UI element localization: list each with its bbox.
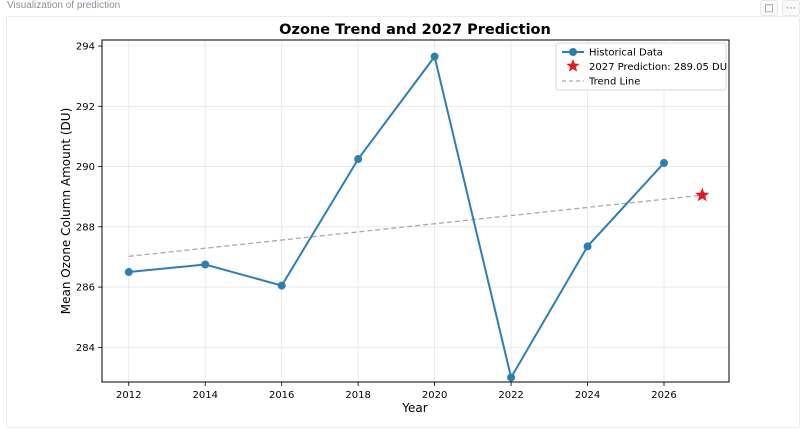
tick-label-x-2018: 2018 [345, 390, 370, 401]
legend-historical-label: Historical Data [589, 48, 663, 59]
trend-line [128, 194, 703, 257]
historical-point-2014 [201, 260, 210, 269]
tick-label-y-284: 284 [76, 343, 95, 354]
tick-label-x-2016: 2016 [269, 390, 294, 401]
tick-label-x-2012: 2012 [116, 390, 141, 401]
y-axis-label: Mean Ozone Column Amount (DU) [59, 108, 73, 315]
historical-point-2026 [660, 158, 669, 167]
historical-point-2016 [277, 281, 286, 290]
grid [102, 40, 729, 382]
plot-area [101, 39, 730, 383]
x-axis-label: Year [401, 401, 427, 415]
tick-label-y-292: 292 [76, 102, 95, 113]
chart-frame [6, 16, 800, 428]
historical-point-2024 [583, 242, 592, 251]
tick-label-y-286: 286 [76, 283, 95, 294]
historical-point-2020 [430, 52, 439, 61]
comment-icon[interactable]: □ [760, 0, 778, 16]
more-icon[interactable]: ⋯ [782, 0, 800, 16]
legend-historical-marker [569, 48, 577, 56]
historical-point-2018 [354, 155, 363, 164]
tick-label-y-288: 288 [76, 222, 95, 233]
legend-prediction-label: 2027 Prediction: 289.05 DU [589, 62, 727, 73]
tick-label-y-290: 290 [76, 162, 95, 173]
tick-label-x-2014: 2014 [192, 390, 217, 401]
tick-label-x-2020: 2020 [422, 390, 447, 401]
historical-point-2022 [507, 373, 516, 382]
ticks: 2012 2014 2016 2018 2020 2022 2024 2026 284 286 28… [76, 42, 677, 401]
marks [124, 52, 710, 382]
toolbar: □ ⋯ [760, 0, 800, 16]
legend-box [555, 42, 727, 91]
chart-title: Ozone Trend and 2027 Prediction [279, 22, 551, 38]
legend-prediction-star [566, 59, 580, 72]
legend-trend-label: Trend Line [588, 77, 640, 88]
historical-line [128, 54, 665, 381]
tick-label-y-294: 294 [76, 42, 95, 53]
historical-point-2012 [124, 268, 133, 277]
tick-label-x-2024: 2024 [575, 390, 600, 401]
prediction-star [695, 187, 710, 202]
tick-label-x-2022: 2022 [498, 390, 523, 401]
caption: Visualization of prediction [7, 0, 121, 11]
tick-label-x-2026: 2026 [651, 390, 676, 401]
legend: Historical Data 2027 Prediction: 289.05 … [555, 42, 727, 91]
